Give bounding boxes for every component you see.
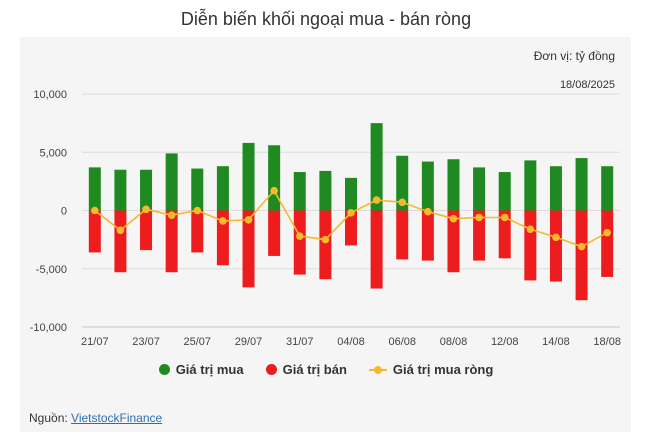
x-tick-label: 12/08	[491, 336, 519, 348]
sell-bar	[88, 210, 101, 253]
x-tick-label: 21/07	[81, 336, 109, 348]
sell-bar	[473, 210, 486, 261]
x-tick-label: 14/08	[542, 336, 570, 348]
legend-item-sell[interactable]: Giá trị bán	[265, 362, 347, 377]
net-buy-point	[424, 207, 432, 216]
x-tick-label: 06/08	[388, 336, 416, 348]
sell-bar	[140, 210, 153, 251]
sell-bar	[293, 210, 306, 275]
net-buy-point	[116, 226, 125, 235]
legend-net-marker	[368, 364, 387, 375]
x-tick-label: 08/08	[440, 336, 468, 348]
legend-sell-label: Giá trị bán	[282, 362, 347, 377]
net-buy-point	[372, 196, 381, 204]
net-buy-point	[270, 186, 278, 195]
buy-bar	[498, 172, 511, 211]
buy-bar	[293, 172, 306, 211]
net-buy-point	[219, 217, 227, 225]
x-tick-label: 23/07	[132, 336, 160, 348]
net-buy-point	[449, 214, 458, 223]
sell-bar	[216, 210, 229, 266]
buy-bar	[473, 167, 486, 211]
sell-bar	[370, 210, 383, 289]
y-tick-label: 5,000	[39, 147, 67, 159]
sell-bar	[601, 210, 614, 277]
sell-bar	[498, 210, 511, 259]
net-buy-point	[91, 206, 99, 215]
legend: Giá trị mua Giá trị bán Giá trị mua ròng	[0, 362, 652, 377]
sell-bar	[447, 210, 460, 273]
legend-buy-label: Giá trị mua	[175, 362, 244, 377]
legend-item-buy[interactable]: Giá trị mua	[158, 362, 244, 377]
y-tick-label: -10,000	[30, 322, 67, 334]
sell-bar	[421, 210, 434, 261]
sell-bar	[524, 210, 537, 281]
sell-bar	[319, 210, 332, 280]
net-buy-point	[167, 211, 176, 219]
x-tick-label: 18/08	[593, 336, 621, 348]
net-buy-point	[295, 232, 304, 240]
legend-buy-marker	[158, 364, 170, 375]
buy-bar	[370, 123, 383, 211]
net-buy-point	[244, 216, 253, 224]
buy-bar	[575, 158, 588, 211]
net-buy-point	[500, 213, 509, 222]
unit-label: Đơn vị: tỷ đồng	[534, 49, 615, 63]
legend-item-net[interactable]: Giá trị mua ròng	[368, 362, 494, 377]
buy-bar	[114, 169, 127, 211]
x-tick-label: 31/07	[286, 336, 314, 348]
sell-bar	[549, 210, 562, 282]
sell-bar	[345, 210, 357, 246]
sell-bar	[575, 210, 588, 301]
buy-bar	[345, 177, 357, 211]
buy-bar	[216, 166, 229, 211]
net-buy-point	[552, 233, 560, 242]
net-buy-point	[321, 235, 330, 244]
buy-bar	[140, 169, 153, 211]
buy-bar	[447, 159, 460, 211]
y-tick-label: 10,000	[33, 89, 67, 101]
net-buy-point	[347, 209, 355, 217]
source-link[interactable]: VietstockFinance	[71, 411, 163, 425]
buy-bar	[268, 145, 281, 211]
buy-bar	[396, 155, 409, 211]
buy-bar	[601, 166, 614, 211]
buy-bar	[421, 161, 434, 211]
sell-bar	[165, 210, 178, 273]
net-buy-point	[577, 242, 586, 251]
source-note: Nguồn: VietstockFinance	[29, 411, 162, 425]
buy-bar	[242, 142, 255, 211]
x-tick-label: 04/08	[337, 336, 365, 348]
net-buy-point	[475, 213, 483, 222]
date-label: 18/08/2025	[560, 79, 615, 91]
net-buy-point	[193, 206, 202, 215]
chart-title: Diễn biến khối ngoại mua - bán ròng	[180, 9, 472, 29]
y-tick-label: -5,000	[36, 264, 67, 276]
buy-bar	[549, 166, 562, 211]
y-tick-label: 0	[61, 206, 67, 218]
net-buy-point	[526, 225, 535, 233]
net-buy-point	[603, 228, 611, 237]
buy-bar	[88, 167, 101, 211]
buy-bar	[524, 160, 537, 211]
source-prefix: Nguồn:	[29, 411, 72, 425]
sell-bar	[396, 210, 409, 260]
net-buy-point	[142, 205, 150, 214]
buy-bar	[165, 153, 178, 211]
x-tick-label: 25/07	[184, 336, 212, 348]
buy-bar	[319, 170, 332, 211]
sell-bar	[114, 210, 127, 273]
legend-sell-marker	[265, 364, 277, 375]
sell-bar	[268, 210, 281, 256]
sell-bar	[242, 210, 255, 288]
legend-net-label: Giá trị mua ròng	[392, 362, 494, 377]
sell-bar	[191, 210, 204, 253]
buy-bar	[191, 168, 204, 211]
x-tick-label: 29/07	[235, 336, 263, 348]
net-buy-point	[398, 198, 407, 207]
